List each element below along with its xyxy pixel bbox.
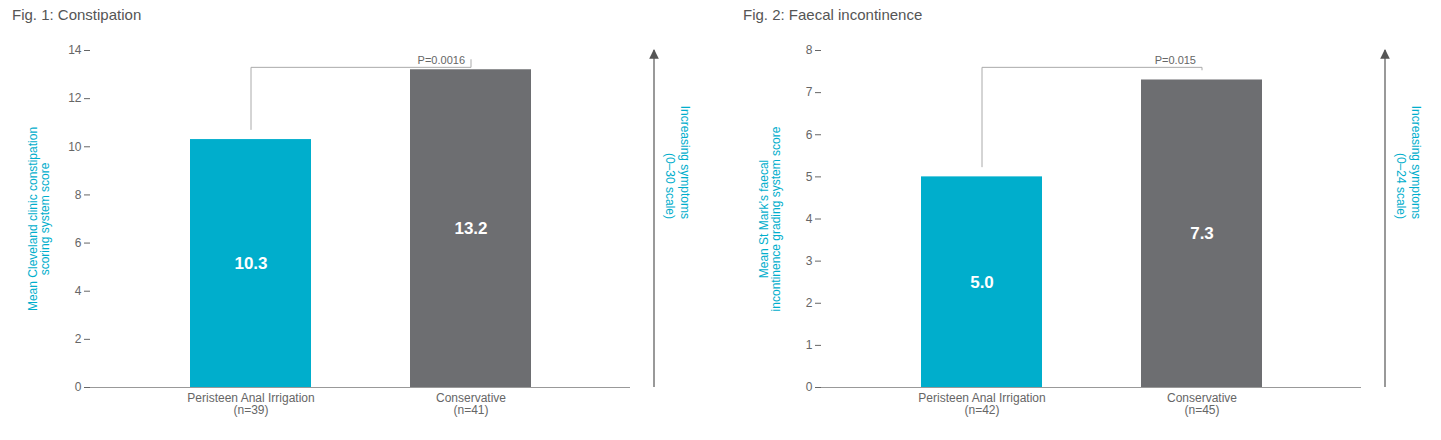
svg-text:0: 0 xyxy=(75,380,82,394)
svg-text:8: 8 xyxy=(806,43,813,57)
svg-text:Increasing symptoms(0–30 scale: Increasing symptoms(0–30 scale) xyxy=(663,106,693,219)
svg-text:7.3: 7.3 xyxy=(1190,224,1214,243)
svg-text:Conservative(n=45): Conservative(n=45) xyxy=(1167,391,1237,417)
svg-text:13.2: 13.2 xyxy=(454,219,487,238)
svg-text:6: 6 xyxy=(75,236,82,250)
svg-text:7: 7 xyxy=(806,85,813,99)
svg-text:5.0: 5.0 xyxy=(970,273,994,292)
svg-text:6: 6 xyxy=(806,128,813,142)
svg-text:Peristeen Anal Irrigation(n=39: Peristeen Anal Irrigation(n=39) xyxy=(187,391,314,417)
svg-text:5: 5 xyxy=(806,170,813,184)
svg-text:10.3: 10.3 xyxy=(234,254,267,273)
svg-text:8: 8 xyxy=(75,188,82,202)
svg-text:Conservative(n=41): Conservative(n=41) xyxy=(436,391,506,417)
svg-text:4: 4 xyxy=(806,212,813,226)
svg-text:10: 10 xyxy=(68,140,82,154)
svg-text:Increasing symptoms(0–24 scale: Increasing symptoms(0–24 scale) xyxy=(1394,106,1424,219)
svg-text:Peristeen Anal Irrigation(n=42: Peristeen Anal Irrigation(n=42) xyxy=(918,391,1045,417)
svg-text:P=0.015: P=0.015 xyxy=(1155,54,1196,66)
svg-text:Mean St Mark’s faecalincontine: Mean St Mark’s faecalincontinence gradin… xyxy=(757,126,783,311)
svg-text:3: 3 xyxy=(806,254,813,268)
svg-text:4: 4 xyxy=(75,284,82,298)
svg-text:Mean Cleveland clinic constipa: Mean Cleveland clinic constipationscorin… xyxy=(26,127,52,311)
html-text:Fig. 2: Faecal incontinence: Fig. 2: Faecal incontinence xyxy=(743,6,923,23)
svg-text:12: 12 xyxy=(68,91,82,105)
svg-text:0: 0 xyxy=(806,380,813,394)
html-text:Fig. 1: Constipation: Fig. 1: Constipation xyxy=(12,6,142,23)
svg-text:1: 1 xyxy=(806,338,813,352)
svg-text:14: 14 xyxy=(68,43,82,57)
svg-text:2: 2 xyxy=(806,296,813,310)
svg-text:P=0.0016: P=0.0016 xyxy=(418,54,465,66)
svg-text:2: 2 xyxy=(75,332,82,346)
